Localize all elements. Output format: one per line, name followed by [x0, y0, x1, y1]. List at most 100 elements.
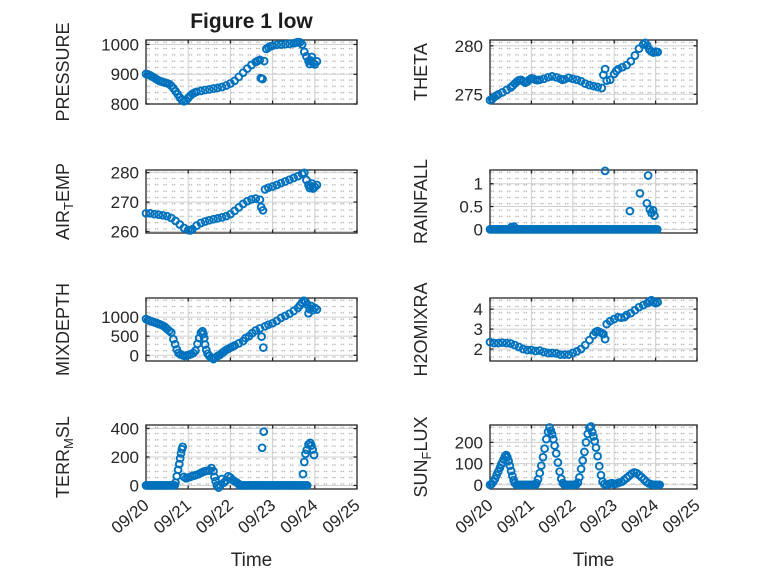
- data-point-marker: [493, 338, 503, 348]
- data-point-marker: [568, 74, 578, 84]
- svg-text:09/21: 09/21: [150, 496, 195, 538]
- data-point-marker: [213, 213, 223, 223]
- data-point-marker: [558, 478, 568, 488]
- data-point-marker: [196, 218, 206, 228]
- svg-text:900: 900: [111, 65, 139, 84]
- x-axis-label-left: Time: [230, 550, 273, 571]
- data-point-marker: [509, 222, 519, 231]
- data-point-marker: [234, 339, 244, 348]
- data-point-marker: [280, 311, 290, 321]
- svg-text:270: 270: [111, 193, 139, 212]
- svg-text:09/24: 09/24: [277, 496, 322, 538]
- svg-text:09/25: 09/25: [659, 496, 704, 538]
- data-point-marker: [312, 180, 322, 190]
- data-point-marker: [648, 205, 658, 215]
- data-point-marker: [307, 441, 316, 450]
- data-point-marker: [543, 72, 553, 82]
- data-point-marker: [154, 210, 164, 220]
- y-tick-labels: 00.51: [459, 175, 483, 240]
- data-points: [485, 295, 663, 359]
- svg-text:800: 800: [111, 95, 139, 114]
- data-point-marker: [504, 456, 513, 466]
- data-point-marker: [597, 83, 607, 93]
- data-point-marker: [251, 326, 261, 335]
- axes-box: [145, 169, 358, 234]
- data-point-marker: [581, 438, 591, 447]
- data-point-marker: [622, 310, 631, 320]
- data-point-marker: [585, 335, 594, 345]
- data-point-marker: [580, 79, 590, 88]
- data-point-marker: [506, 466, 516, 476]
- data-point-marker: [580, 447, 589, 457]
- svg-text:0.5: 0.5: [459, 198, 483, 217]
- svg-text:2: 2: [474, 340, 483, 359]
- data-point-marker: [302, 481, 312, 490]
- data-point-marker: [242, 196, 252, 206]
- svg-text:0: 0: [474, 476, 483, 495]
- data-point-marker: [547, 429, 557, 439]
- data-point-marker: [560, 350, 569, 359]
- data-point-marker: [280, 39, 290, 49]
- data-point-marker: [258, 205, 268, 215]
- data-point-marker: [272, 180, 282, 190]
- data-point-marker: [505, 461, 515, 471]
- data-point-marker: [298, 469, 308, 479]
- data-point-marker: [209, 84, 218, 93]
- data-point-marker: [591, 443, 601, 453]
- data-point-marker: [600, 166, 610, 176]
- data-point-marker: [512, 480, 521, 490]
- svg-text:3: 3: [474, 320, 483, 339]
- data-point-marker: [213, 83, 223, 93]
- data-point-marker: [200, 85, 210, 95]
- data-point-marker: [247, 195, 256, 204]
- data-point-marker: [204, 215, 214, 225]
- data-point-marker: [272, 40, 282, 50]
- y-axis-label: TERRMSL: [53, 416, 76, 498]
- subplot-theta: 275 280 THETA: [411, 37, 698, 105]
- y-axis-label: AIRTEMP: [53, 163, 76, 240]
- data-point-marker: [485, 337, 495, 347]
- svg-text:260: 260: [111, 223, 139, 242]
- axes-box: [145, 297, 358, 362]
- svg-text:1000: 1000: [101, 35, 139, 54]
- data-point-marker: [556, 474, 566, 484]
- svg-text:09/24: 09/24: [617, 496, 662, 538]
- data-point-marker: [498, 338, 507, 348]
- svg-text:09/20: 09/20: [452, 496, 497, 538]
- data-point-marker: [518, 344, 528, 354]
- data-point-marker: [605, 75, 615, 85]
- data-point-marker: [234, 479, 244, 489]
- data-point-marker: [535, 75, 545, 85]
- data-points: [141, 296, 322, 364]
- data-point-marker: [308, 445, 318, 454]
- data-point-marker: [634, 302, 644, 312]
- data-point-marker: [174, 459, 184, 469]
- y-tick-labels: 275 280: [455, 37, 483, 104]
- svg-text:1000: 1000: [101, 308, 139, 327]
- data-point-marker: [560, 74, 569, 84]
- data-point-marker: [547, 72, 557, 81]
- data-point-marker: [259, 56, 269, 66]
- data-point-marker: [630, 51, 640, 60]
- data-point-marker: [276, 313, 286, 323]
- data-point-marker: [200, 340, 210, 349]
- data-points: [485, 38, 663, 105]
- data-point-marker: [572, 75, 582, 85]
- data-point-marker: [535, 346, 545, 355]
- data-point-marker: [589, 81, 598, 91]
- data-point-marker: [540, 444, 549, 454]
- data-point-marker: [170, 339, 180, 349]
- data-point-marker: [289, 173, 299, 183]
- data-point-marker: [264, 320, 273, 330]
- data-point-marker: [653, 47, 663, 57]
- data-point-marker: [647, 479, 656, 489]
- data-point-marker: [611, 66, 621, 76]
- svg-text:200: 200: [455, 433, 483, 452]
- data-point-marker: [280, 177, 290, 186]
- data-point-marker: [199, 329, 208, 339]
- data-point-marker: [178, 442, 188, 452]
- data-point-marker: [276, 40, 286, 49]
- y-tick-labels: 260 270 280: [111, 164, 139, 242]
